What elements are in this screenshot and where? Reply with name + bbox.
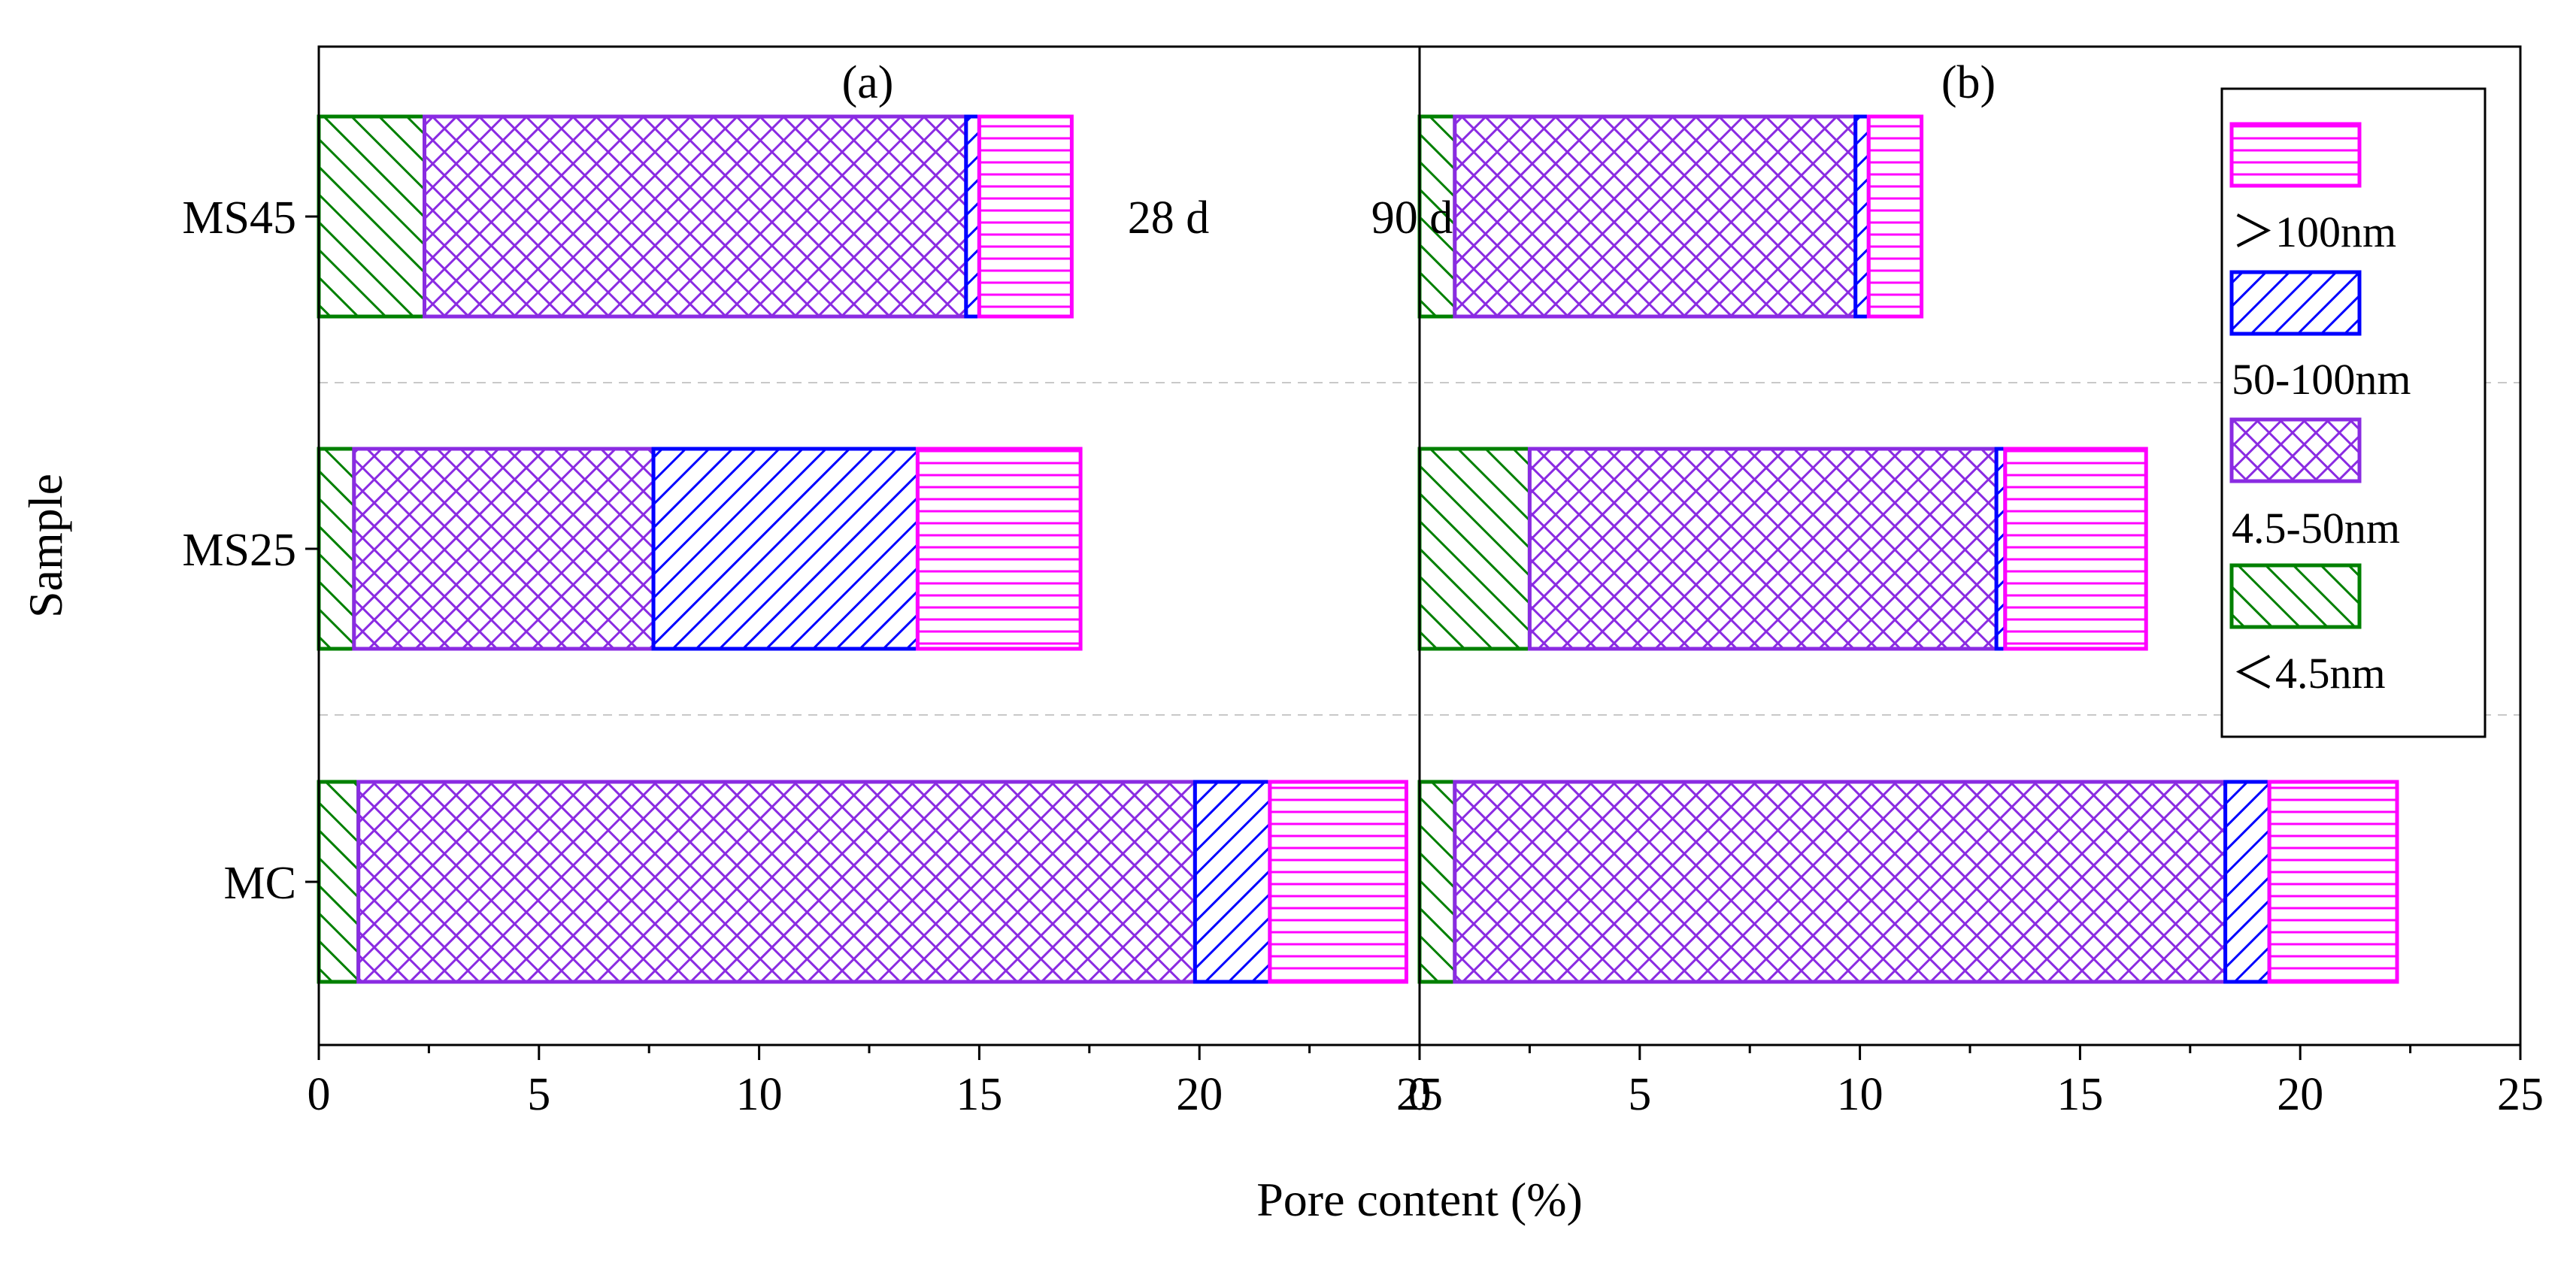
bar-b-mc-lt4-5nm[interactable] [1417, 780, 1457, 984]
legend-swatch-gt100nm [2229, 122, 2362, 188]
legend-label-50-100nm: 50-100nm [2232, 355, 2411, 404]
bar-a-ms45-gt100nm[interactable] [977, 114, 1074, 319]
bar-b-ms45-50-100nm[interactable] [1853, 114, 1871, 319]
x-tick-label-a-0: 0 [308, 1069, 331, 1120]
x-tick-label-b-5: 5 [1628, 1069, 1651, 1120]
bar-a-ms45-lt4-5nm[interactable] [317, 114, 427, 319]
bar-a-ms25-50-100nm[interactable] [651, 447, 920, 651]
legend-layer: ＞100nm 50-100nm 4.5-50nm ＜4.5nm [2220, 87, 2487, 738]
bar-a-mc-gt100nm[interactable] [1268, 780, 1408, 984]
bar-a-ms45-4-5-50nm[interactable] [423, 114, 968, 319]
bar-a-ms25-lt4-5nm[interactable] [317, 447, 356, 651]
period-label-a: 28 d [1128, 192, 1210, 244]
legend-swatch-50-100nm [2229, 270, 2362, 336]
bar-b-ms25-lt4-5nm[interactable] [1417, 447, 1532, 651]
bar-a-mc-lt4-5nm[interactable] [317, 780, 361, 984]
x-tick-label-a-25: 25 [1396, 1069, 1443, 1120]
axes-layer [305, 45, 2522, 1060]
legend-swatch-4-5-50nm [2229, 417, 2362, 483]
x-tick-label-b-15: 15 [2056, 1069, 2103, 1120]
x-tick-label-b-25: 25 [2497, 1069, 2544, 1120]
legend-label-gt100nm: ＞100nm [2232, 207, 2396, 256]
x-tick-label-b-20: 20 [2277, 1069, 2323, 1120]
period-label-b: 90 d [1371, 192, 1453, 244]
legend-label-lt4-5nm: ＜4.5nm [2232, 649, 2386, 698]
x-tick-label-a-15: 15 [956, 1069, 1002, 1120]
legend-label-4-5-50nm: 4.5-50nm [2232, 504, 2400, 553]
x-tick-label-b-0: 0 [1408, 1069, 1432, 1120]
bar-b-mc-4-5-50nm[interactable] [1453, 780, 2228, 984]
panel-label-a: (a) [842, 57, 894, 108]
y-tick-label-mc: MC [224, 858, 296, 909]
y-axis-title: Sample [19, 474, 72, 618]
y-tick-label-ms25: MS25 [182, 525, 296, 576]
x-tick-label-a-20: 20 [1176, 1069, 1223, 1120]
bar-b-ms45-gt100nm[interactable] [1866, 114, 1924, 319]
bar-b-mc-gt100nm[interactable] [2267, 780, 2399, 984]
bar-a-mc-50-100nm[interactable] [1193, 780, 1272, 984]
bar-a-mc-4-5-50nm[interactable] [356, 780, 1197, 984]
x-tick-label-a-5: 5 [527, 1069, 550, 1120]
bar-a-ms45-50-100nm[interactable] [964, 114, 981, 319]
x-axis-title: Pore content (%) [1256, 1173, 1583, 1226]
bar-b-ms25-4-5-50nm[interactable] [1527, 447, 1999, 651]
text-layer: MS45 MS25 MC 0 5 10 15 20 25 (a) 28 d 0 5 10 15 20 25 (b)… [19, 57, 2544, 1226]
bar-b-ms25-gt100nm[interactable] [2003, 447, 2148, 651]
panel-label-b: (b) [1941, 57, 1996, 108]
x-tick-label-a-10: 10 [736, 1069, 783, 1120]
x-tick-label-b-10: 10 [1837, 1069, 1884, 1120]
bar-b-ms45-4-5-50nm[interactable] [1453, 114, 1858, 319]
bars-layer [317, 114, 2399, 984]
bar-b-mc-50-100nm[interactable] [2223, 780, 2271, 984]
bar-a-ms25-4-5-50nm[interactable] [352, 447, 656, 651]
y-tick-label-ms45: MS45 [182, 192, 296, 244]
bar-a-ms25-gt100nm[interactable] [915, 447, 1083, 651]
grid-layer [319, 382, 2520, 716]
legend-swatch-lt4-5nm [2229, 563, 2362, 629]
